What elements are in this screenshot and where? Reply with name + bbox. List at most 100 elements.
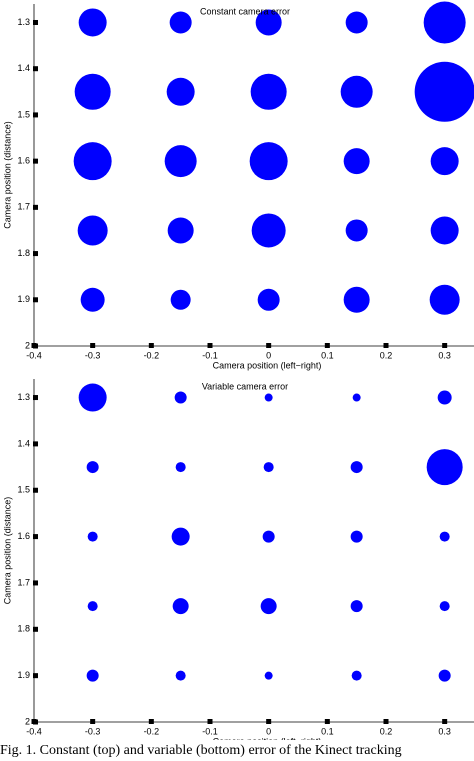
bubble	[352, 393, 361, 402]
bubble	[164, 145, 197, 178]
x-tick-label: -0.1	[202, 350, 218, 360]
bubble	[343, 286, 370, 313]
y-tick-mark	[33, 204, 38, 210]
bubble	[78, 383, 107, 412]
bubble	[262, 530, 275, 543]
bubble	[429, 284, 460, 315]
y-tick-mark	[33, 487, 38, 493]
x-tick-mark	[31, 343, 37, 348]
x-tick-label: -0.2	[144, 350, 160, 360]
y-tick-label: 1.9	[17, 670, 30, 680]
y-tick-label: 2	[25, 340, 30, 350]
x-tick-mark	[266, 343, 272, 348]
y-tick-mark	[33, 297, 38, 303]
x-tick-mark	[324, 719, 330, 724]
x-tick-label: 0.2	[380, 350, 393, 360]
y-tick-mark	[33, 395, 38, 401]
bubble	[255, 9, 282, 36]
y-tick-mark	[33, 66, 38, 72]
x-tick-mark	[383, 343, 389, 348]
x-tick-mark	[31, 719, 37, 724]
bubble	[264, 393, 273, 402]
x-tick-label: 0.1	[321, 350, 334, 360]
x-tick-label: 0	[266, 350, 271, 360]
bubble	[251, 213, 286, 248]
bubble	[87, 531, 98, 542]
y-tick-mark	[33, 19, 38, 25]
figure-caption: Fig. 1. Constant (top) and variable (bot…	[0, 743, 402, 758]
bubble	[263, 462, 274, 473]
bubble	[86, 461, 99, 474]
charts: 1.31.41.51.61.71.81.92-0.4 -0.3 -0.2 -0.1 0 0…	[2, 1, 474, 746]
x-tick-label: 0.1	[321, 726, 334, 736]
x-tick-mark	[442, 719, 448, 724]
bubble	[175, 670, 186, 681]
y-tick-label: 1.3	[17, 392, 30, 402]
x-tick-mark	[324, 343, 330, 348]
y-tick-label: 1.6	[17, 156, 30, 166]
x-tick-label: -0.1	[202, 726, 218, 736]
y-tick-mark	[33, 251, 38, 257]
y-tick-label: 1.7	[17, 202, 30, 212]
bubble	[414, 61, 474, 122]
x-tick-mark	[383, 719, 389, 724]
x-tick-label: -0.4	[26, 726, 42, 736]
bubble	[78, 8, 107, 37]
x-axis-label: Camera position (left−right)	[213, 360, 322, 370]
bubble	[170, 289, 191, 310]
bubble	[340, 75, 373, 108]
x-tick-label: 0	[266, 726, 271, 736]
x-tick-mark	[148, 343, 154, 348]
x-tick-mark	[90, 343, 96, 348]
bubble	[439, 531, 450, 542]
x-tick-mark	[148, 719, 154, 724]
bubble	[350, 530, 363, 543]
bubble	[250, 73, 287, 110]
y-tick-label: 1.8	[17, 248, 30, 258]
x-tick-label: 0.2	[380, 726, 393, 736]
bubble	[345, 219, 368, 242]
y-tick-label: 1.4	[17, 63, 30, 73]
bubble	[174, 391, 187, 404]
bubble	[350, 461, 363, 474]
chart-title: Variable camera error	[202, 381, 288, 391]
bubble	[426, 449, 463, 486]
x-tick-mark	[90, 719, 96, 724]
y-tick-mark	[33, 580, 38, 586]
y-axis-label: Camera position (distance)	[2, 497, 12, 605]
y-tick-mark	[33, 673, 38, 679]
x-tick-label: 0.3	[438, 726, 451, 736]
y-tick-mark	[33, 112, 38, 118]
bubble	[438, 669, 451, 682]
bubble	[74, 73, 111, 110]
x-tick-label: -0.4	[26, 350, 42, 360]
y-tick-label: 1.9	[17, 294, 30, 304]
bubble	[87, 601, 98, 612]
x-tick-mark	[442, 343, 448, 348]
bubble	[423, 1, 466, 44]
bubble	[171, 527, 190, 546]
y-tick-mark	[33, 626, 38, 632]
y-tick-label: 1.8	[17, 624, 30, 634]
bubble	[439, 601, 450, 612]
x-tick-label: -0.2	[144, 726, 160, 736]
x-tick-mark	[207, 343, 213, 348]
bubble	[80, 287, 105, 312]
bubble	[77, 215, 108, 246]
bubble	[345, 11, 368, 34]
y-tick-label: 1.3	[17, 17, 30, 27]
bubble	[175, 462, 186, 473]
bubble	[172, 598, 189, 615]
y-tick-label: 1.7	[17, 577, 30, 587]
y-tick-mark	[33, 534, 38, 540]
x-tick-label: 0.3	[438, 350, 451, 360]
bubble	[350, 600, 363, 613]
bubble	[343, 148, 370, 175]
y-tick-label: 2	[25, 716, 30, 726]
bubble	[167, 217, 194, 244]
bubble	[430, 216, 459, 245]
bubble	[73, 142, 112, 181]
bubble	[430, 147, 459, 176]
y-tick-label: 1.5	[17, 485, 30, 495]
